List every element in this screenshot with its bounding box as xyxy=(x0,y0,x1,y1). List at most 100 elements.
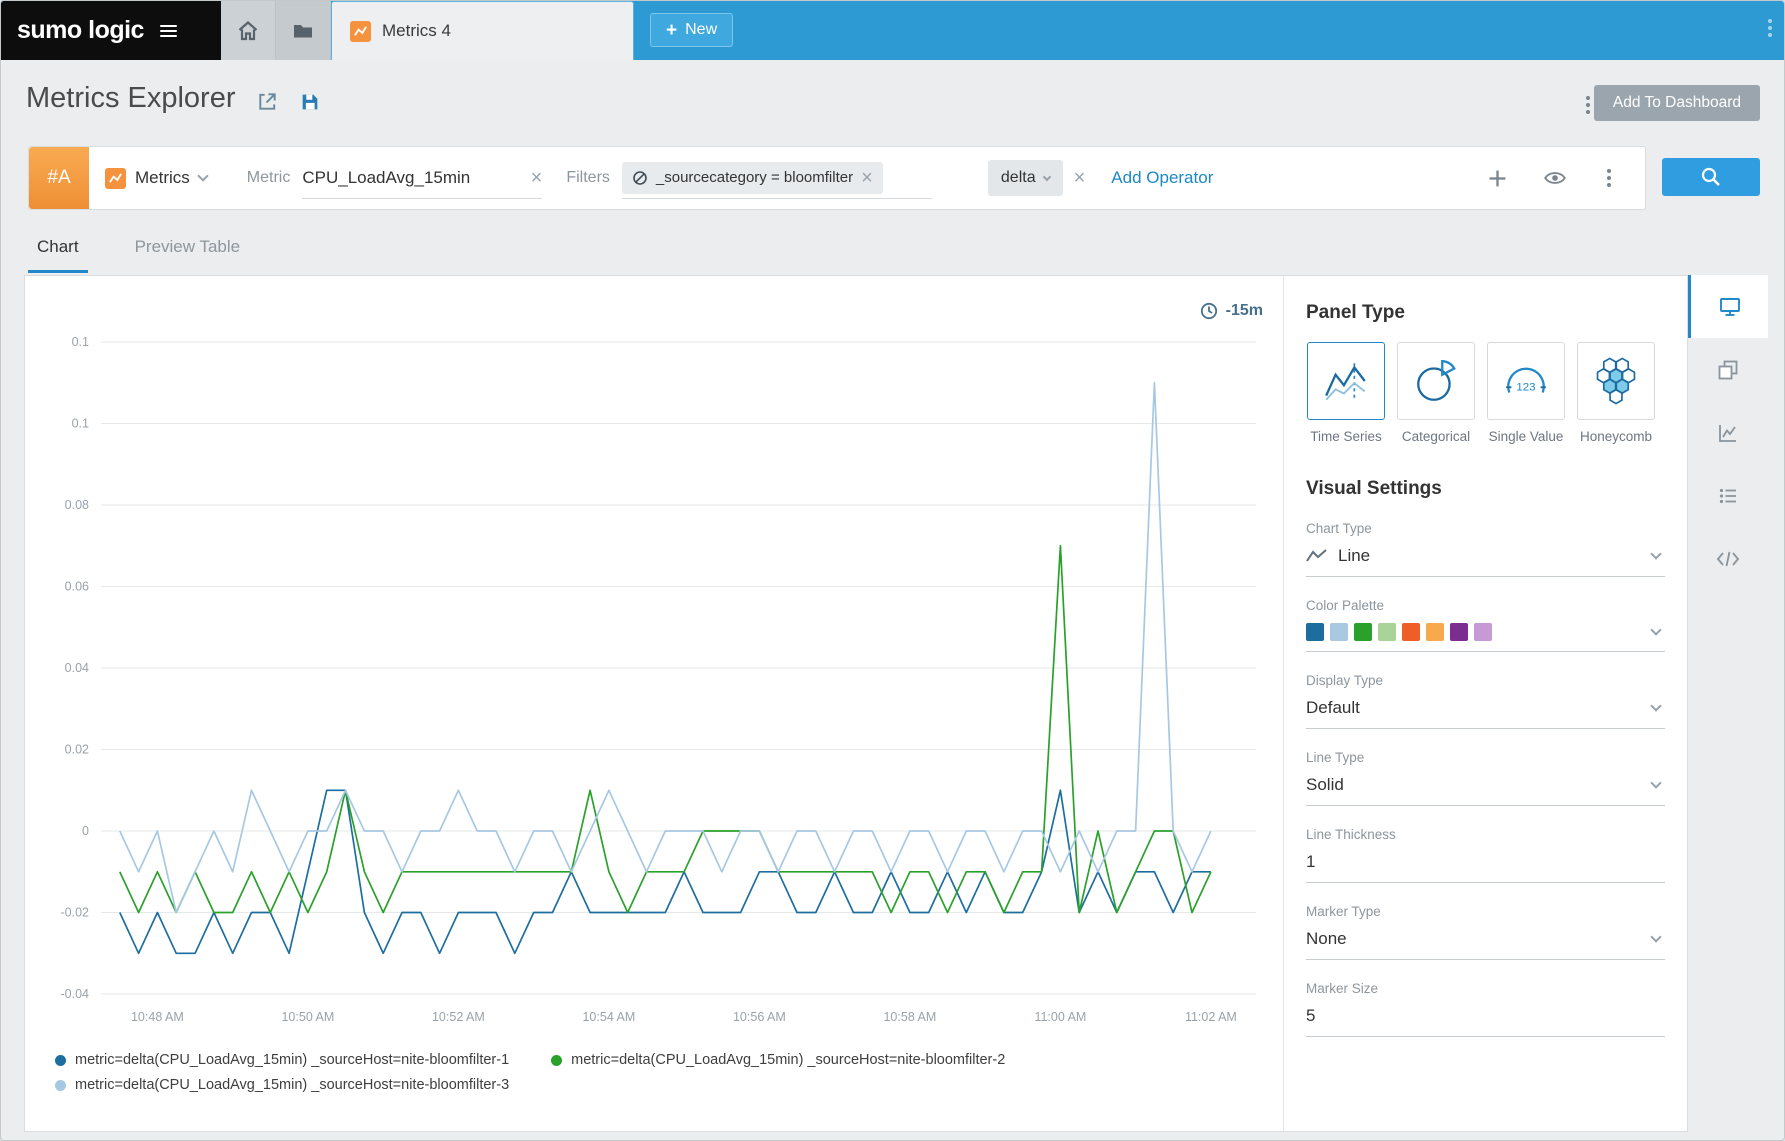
home-icon xyxy=(236,19,260,43)
svg-text:10:52 AM: 10:52 AM xyxy=(432,1010,485,1024)
rail-duplicate[interactable] xyxy=(1688,338,1768,401)
chart-type-label: Chart Type xyxy=(1306,521,1665,536)
topbar-overflow-icon[interactable] xyxy=(1764,15,1776,41)
chevron-down-icon xyxy=(1650,931,1661,942)
clear-metric-icon[interactable]: × xyxy=(531,168,543,188)
tab-chart[interactable]: Chart xyxy=(28,231,88,273)
remove-operator-icon[interactable]: × xyxy=(1074,168,1086,188)
plus-icon: + xyxy=(666,21,677,40)
sumo-logic-logo[interactable]: sumo logic xyxy=(1,1,221,60)
palette-swatch xyxy=(1402,623,1420,641)
panel-type-categorical[interactable] xyxy=(1397,342,1475,420)
svg-text:0.04: 0.04 xyxy=(65,661,89,675)
query-row-overflow-icon[interactable] xyxy=(1603,165,1615,191)
share-button[interactable] xyxy=(256,90,279,113)
legend-item[interactable]: metric=delta(CPU_LoadAvg_15min) _sourceH… xyxy=(55,1052,509,1068)
pie-chart-icon xyxy=(1412,358,1460,404)
display-type-select[interactable]: Default xyxy=(1306,698,1665,729)
filters-input[interactable]: _sourcecategory = bloomfilter × xyxy=(622,157,932,199)
panel-type-label: Categorical xyxy=(1402,429,1470,444)
svg-text:10:58 AM: 10:58 AM xyxy=(883,1010,936,1024)
svg-text:10:50 AM: 10:50 AM xyxy=(281,1010,334,1024)
filter-chip[interactable]: _sourcecategory = bloomfilter × xyxy=(622,162,883,194)
chart-legend: metric=delta(CPU_LoadAvg_15min) _sourceH… xyxy=(55,1052,1245,1102)
save-icon xyxy=(299,91,321,113)
new-tab-button[interactable]: + New xyxy=(650,13,733,47)
time-series-chart[interactable]: 0.10.10.080.060.040.020-0.02-0.0410:48 A… xyxy=(31,294,1279,1046)
line-thickness-label: Line Thickness xyxy=(1306,827,1665,842)
rail-chart-settings[interactable] xyxy=(1688,401,1768,464)
remove-filter-icon[interactable]: × xyxy=(861,168,873,188)
menu-icon[interactable] xyxy=(160,22,177,40)
add-query-row-button[interactable] xyxy=(1488,169,1507,188)
display-type-label: Display Type xyxy=(1306,673,1665,688)
panel-type-label: Time Series xyxy=(1310,429,1382,444)
tab-metrics-4[interactable]: Metrics 4 xyxy=(331,1,634,60)
legend-label: metric=delta(CPU_LoadAvg_15min) _sourceH… xyxy=(571,1052,1005,1068)
exclude-icon xyxy=(632,170,648,186)
rail-query-code[interactable] xyxy=(1688,527,1768,590)
panel-type-label: Single Value xyxy=(1489,429,1564,444)
svg-text:0.02: 0.02 xyxy=(65,743,89,757)
chart-type-select[interactable]: Line xyxy=(1306,546,1665,577)
tab-preview-table[interactable]: Preview Table xyxy=(126,231,250,273)
add-operator-link[interactable]: Add Operator xyxy=(1111,168,1213,188)
toggle-visibility-button[interactable] xyxy=(1543,168,1567,188)
library-button[interactable] xyxy=(276,1,331,60)
chevron-down-icon xyxy=(1650,624,1661,635)
view-tabs: Chart Preview Table xyxy=(28,231,249,273)
svg-text:11:00 AM: 11:00 AM xyxy=(1034,1010,1086,1024)
query-row-badge[interactable]: #A xyxy=(29,147,89,209)
search-button[interactable] xyxy=(1662,158,1760,196)
marker-size-input[interactable]: 5 xyxy=(1306,1006,1665,1037)
color-palette-select[interactable] xyxy=(1306,623,1665,652)
panel-type-heading: Panel Type xyxy=(1306,302,1665,324)
line-thickness-input[interactable]: 1 xyxy=(1306,852,1665,883)
svg-text:11:02 AM: 11:02 AM xyxy=(1185,1010,1237,1024)
plus-icon xyxy=(1488,169,1507,188)
color-palette-label: Color Palette xyxy=(1306,598,1665,613)
folder-icon xyxy=(291,19,315,43)
svg-text:10:48 AM: 10:48 AM xyxy=(131,1010,184,1024)
rail-display-settings[interactable] xyxy=(1688,275,1768,338)
header-overflow-icon[interactable] xyxy=(1582,92,1594,118)
palette-swatch xyxy=(1330,623,1348,641)
home-button[interactable] xyxy=(221,1,276,60)
share-icon xyxy=(256,90,279,113)
line-type-select[interactable]: Solid xyxy=(1306,775,1665,806)
svg-text:0.08: 0.08 xyxy=(65,498,89,512)
query-type-select[interactable]: Metrics xyxy=(105,168,207,189)
legend-item[interactable]: metric=delta(CPU_LoadAvg_15min) _sourceH… xyxy=(551,1052,1005,1068)
rail-legend-settings[interactable] xyxy=(1688,464,1768,527)
metric-input[interactable]: CPU_LoadAvg_15min × xyxy=(302,157,542,199)
line-type-label: Line Type xyxy=(1306,750,1665,765)
legend-item[interactable]: metric=delta(CPU_LoadAvg_15min) _sourceH… xyxy=(55,1077,509,1093)
list-icon xyxy=(1716,484,1740,508)
operator-chip[interactable]: delta xyxy=(988,160,1063,196)
chevron-down-icon xyxy=(197,170,208,181)
top-bar: sumo logic Metrics 4 + New xyxy=(1,1,1784,60)
panel-type-single-value[interactable]: 123 xyxy=(1487,342,1565,420)
legend-label: metric=delta(CPU_LoadAvg_15min) _sourceH… xyxy=(75,1077,509,1093)
settings-panel: Panel Type Time Series xyxy=(1283,276,1687,1131)
chart-panel: -15m 0.10.10.080.060.040.020-0.02-0.0410… xyxy=(25,276,1283,1131)
side-tool-rail xyxy=(1688,275,1768,1132)
top-nav-icons xyxy=(221,1,331,60)
eye-icon xyxy=(1543,168,1567,188)
copy-icon xyxy=(1716,358,1740,382)
svg-text:0.06: 0.06 xyxy=(65,580,89,594)
line-chart-icon xyxy=(1306,548,1328,564)
palette-swatch xyxy=(1354,623,1372,641)
tab-label: Metrics 4 xyxy=(382,21,451,41)
logo-text: sumo logic xyxy=(17,16,144,45)
svg-text:0.1: 0.1 xyxy=(72,335,89,349)
save-button[interactable] xyxy=(299,91,321,113)
marker-type-select[interactable]: None xyxy=(1306,929,1665,960)
add-to-dashboard-button[interactable]: Add To Dashboard xyxy=(1594,85,1760,121)
panel-type-label: Honeycomb xyxy=(1580,429,1652,444)
legend-dot xyxy=(551,1055,562,1066)
panel-type-time-series[interactable] xyxy=(1307,342,1385,420)
panel-type-honeycomb[interactable] xyxy=(1577,342,1655,420)
time-series-icon xyxy=(1322,358,1370,404)
page-title: Metrics Explorer xyxy=(26,82,236,115)
